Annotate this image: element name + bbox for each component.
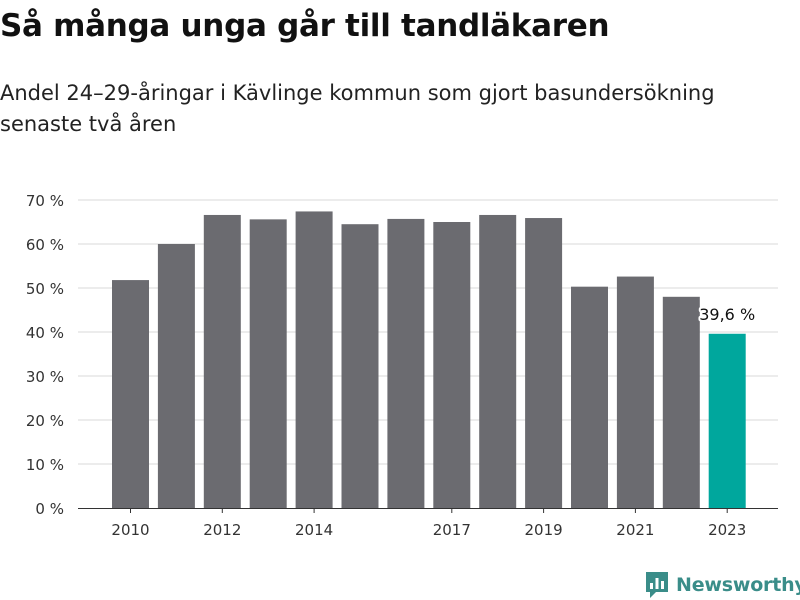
bar-2014: [295, 211, 333, 508]
bar-2019: [525, 218, 563, 509]
y-tick-label: 20 %: [26, 412, 64, 430]
brand-logo: Newsworthy: [644, 570, 800, 600]
value-label: 39,6 %: [699, 305, 755, 324]
bar-2018: [479, 214, 517, 508]
bar-2010: [112, 280, 149, 508]
bar-2023: [708, 333, 746, 508]
annotations: 39,6 %: [697, 303, 757, 326]
bar-2016: [387, 218, 425, 509]
x-tick-label: 2012: [203, 521, 241, 539]
bar-2017: [433, 222, 471, 508]
bar-2015: [341, 224, 379, 508]
y-tick-label: 40 %: [26, 324, 64, 342]
y-tick-label: 60 %: [26, 236, 64, 254]
bar-2021: [616, 276, 654, 508]
y-tick-label: 30 %: [26, 368, 64, 386]
x-tick-label: 2010: [111, 521, 149, 539]
bar-2011: [157, 244, 195, 508]
chart-title: Så många unga går till tandläkaren: [0, 8, 610, 44]
bar-2022: [662, 296, 700, 508]
y-tick-label: 70 %: [26, 192, 64, 210]
y-tick-label: 50 %: [26, 280, 64, 298]
brand-name: Newsworthy: [676, 574, 800, 596]
chart-subtitle: Andel 24–29-åringar i Kävlinge kommun so…: [0, 81, 715, 136]
y-tick-label: 0 %: [35, 500, 64, 518]
y-axis-ticks: 0 % 10 % 20 % 30 % 40 % 50 % 60 % 70 %: [26, 192, 64, 518]
x-tick-label: 2017: [433, 521, 471, 539]
x-tick-label: 2014: [295, 521, 333, 539]
x-tick-label: 2019: [525, 521, 563, 539]
x-tick-label: 2021: [616, 521, 654, 539]
bar-2012: [203, 214, 241, 508]
x-tick-label: 2023: [708, 521, 746, 539]
bar-2013: [249, 219, 287, 509]
bar-2020: [571, 286, 608, 508]
y-tick-label: 10 %: [26, 456, 64, 474]
x-axis-ticks: 2010 2012 2014 2017 2019 2021 2023: [111, 508, 746, 539]
bars: [112, 211, 746, 509]
newsworthy-logo-icon: [646, 572, 668, 598]
